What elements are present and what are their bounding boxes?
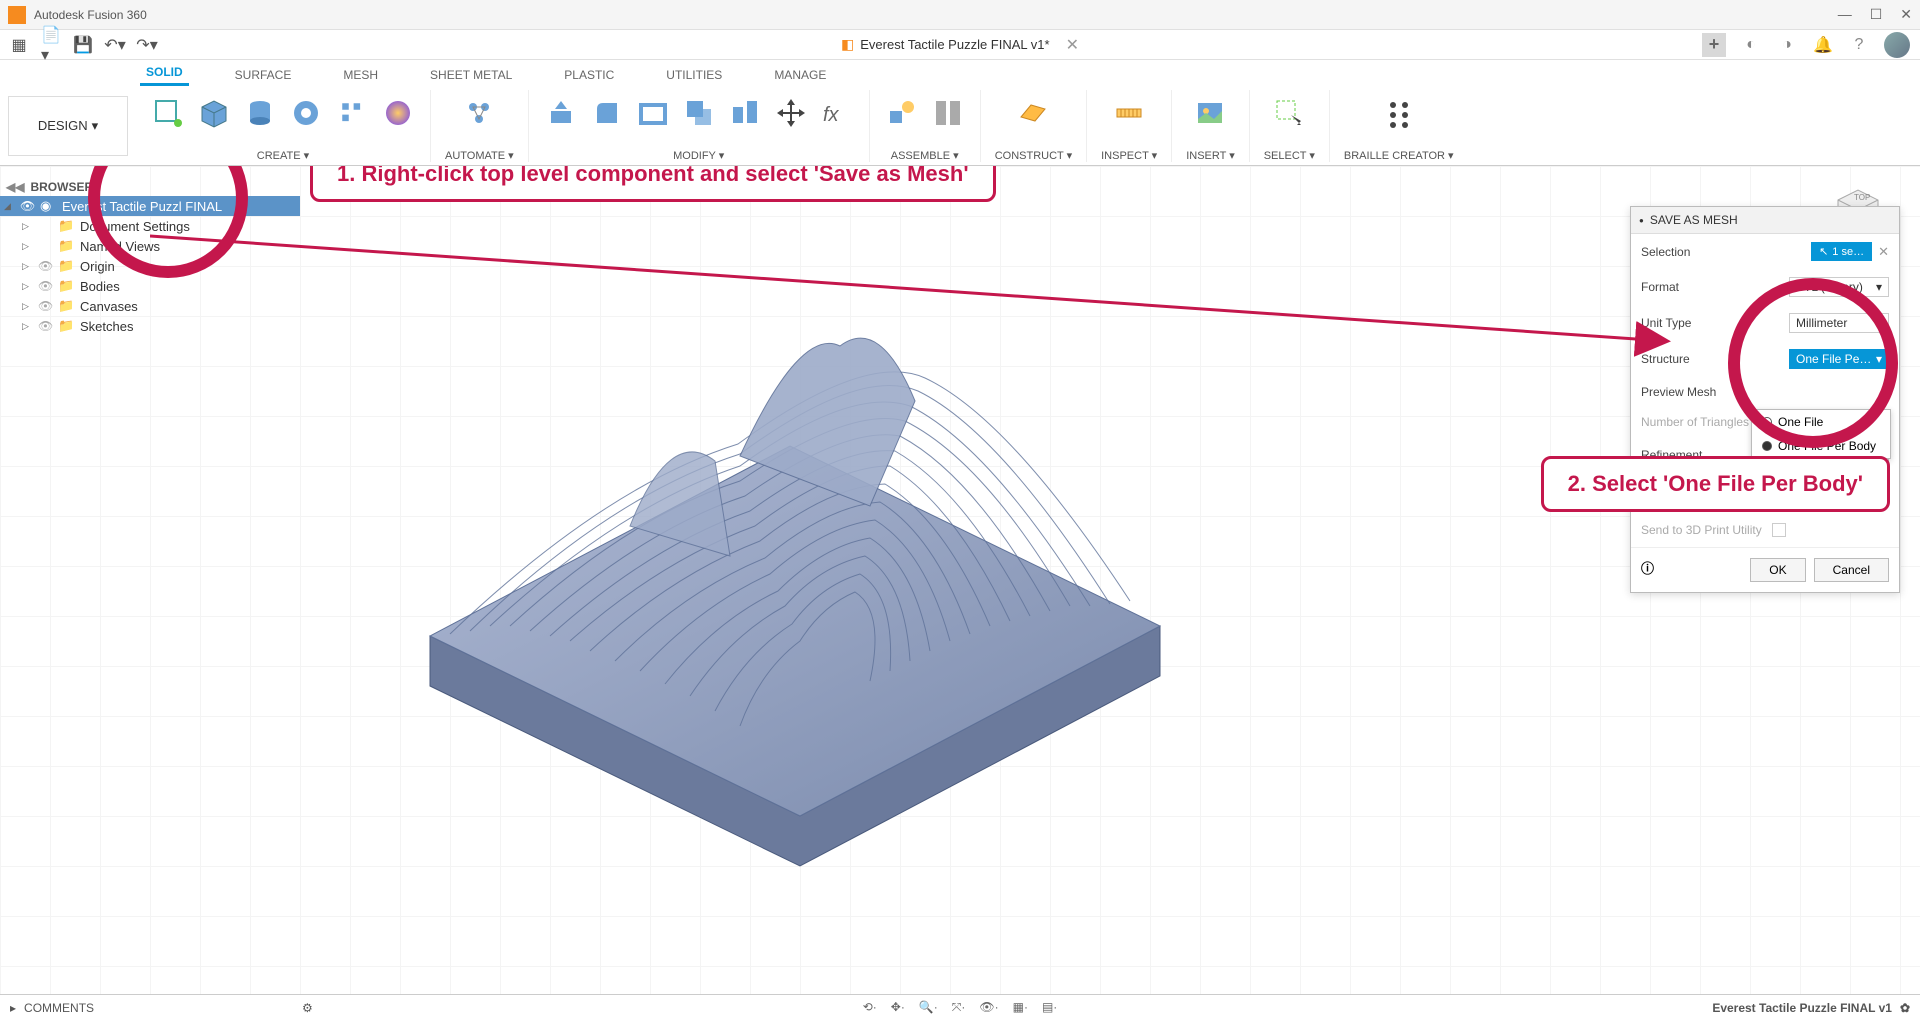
app-title: Autodesk Fusion 360 [34, 8, 147, 22]
cancel-button[interactable]: Cancel [1814, 558, 1889, 582]
workspace-label: DESIGN [38, 118, 88, 133]
file-icon[interactable]: 📄▾ [42, 36, 60, 54]
ok-button[interactable]: OK [1750, 558, 1805, 582]
assemble-group-label: ASSEMBLE ▾ [891, 149, 959, 162]
selection-chip[interactable]: ↖ 1 se… [1811, 242, 1872, 261]
orbit-icon[interactable]: ⟲· [863, 1000, 877, 1015]
cylinder-icon[interactable] [242, 95, 278, 131]
measure-icon[interactable] [1111, 95, 1147, 131]
display-icon[interactable]: ▦· [1013, 1000, 1028, 1015]
pan-icon[interactable]: ✥· [891, 1000, 905, 1015]
ribbon: DESIGN▾ CREATE ▾ AUTOMATE ▾ fx MODIFY ▾ [0, 86, 1920, 166]
joint-icon[interactable] [930, 95, 966, 131]
notifications-icon[interactable]: 🔔 [1812, 34, 1834, 56]
assemble-icon[interactable] [884, 95, 920, 131]
automate-icon[interactable] [461, 95, 497, 131]
sketch-icon[interactable] [150, 95, 186, 131]
redo-icon[interactable]: ↷▾ [138, 36, 156, 54]
bottom-bar: ▸ COMMENTS ⚙ ⟲· ✥· 🔍· ⤧· 👁· ▦· ▤· Everes… [0, 994, 1920, 1020]
sphere-icon[interactable] [380, 95, 416, 131]
tab-plastic[interactable]: PLASTIC [558, 64, 620, 86]
comments-label[interactable]: COMMENTS [24, 1001, 94, 1015]
clear-selection-icon[interactable]: ✕ [1878, 244, 1889, 260]
look-icon[interactable]: 👁· [979, 1000, 998, 1015]
extensions-icon[interactable]: ◐ [1740, 34, 1762, 56]
tab-solid[interactable]: SOLID [140, 61, 189, 86]
canvas[interactable]: ◀◀BROWSER ◢👁◉ Everest Tactile Puzzl FINA… [0, 166, 1920, 994]
save-icon[interactable]: 💾 [74, 36, 92, 54]
undo-icon[interactable]: ↶▾ [106, 36, 124, 54]
tab-manage[interactable]: MANAGE [768, 64, 832, 86]
document-tab[interactable]: ◧ Everest Tactile Puzzle FINAL v1* ✕ [841, 35, 1079, 55]
automate-group-label: AUTOMATE ▾ [445, 149, 514, 162]
tab-sheet-metal[interactable]: SHEET METAL [424, 64, 518, 86]
bottom-doc-label: Everest Tactile Puzzle FINAL v1 [1712, 1001, 1892, 1015]
move-icon[interactable] [773, 95, 809, 131]
braille-icon[interactable] [1381, 95, 1417, 131]
inspect-group-label: INSPECT ▾ [1101, 149, 1157, 162]
close-icon[interactable]: ✕ [1900, 6, 1912, 23]
document-tab-label: Everest Tactile Puzzle FINAL v1* [860, 37, 1049, 52]
workspace-picker[interactable]: DESIGN▾ [8, 96, 128, 156]
annotation-2: 2. Select 'One File Per Body' [1541, 456, 1890, 512]
select-group-label: SELECT ▾ [1264, 149, 1315, 162]
send-to-print-label: Send to 3D Print Utility [1641, 523, 1762, 537]
fillet-icon[interactable] [589, 95, 625, 131]
send-to-print-checkbox[interactable] [1772, 523, 1786, 537]
hole-icon[interactable] [288, 95, 324, 131]
insert-icon[interactable] [1192, 95, 1228, 131]
tab-mesh[interactable]: MESH [337, 64, 384, 86]
braille-group-label: BRAILLE CREATOR ▾ [1344, 149, 1454, 162]
presspull-icon[interactable] [543, 95, 579, 131]
info-icon[interactable]: ⓘ [1641, 558, 1654, 582]
annotation-1: 1. Right-click top level component and s… [310, 166, 996, 202]
insert-group-label: INSERT ▾ [1186, 149, 1235, 162]
browser-title: BROWSER [30, 180, 93, 194]
nav-toolbar: ⟲· ✥· 🔍· ⤧· 👁· ▦· ▤· [863, 1000, 1058, 1015]
collapse-icon[interactable]: ◀◀ [6, 180, 24, 194]
annotation-circle-2 [1728, 278, 1898, 448]
cube-icon: ◧ [841, 36, 854, 53]
ribbon-tabs: SOLID SURFACE MESH SHEET METAL PLASTIC U… [0, 60, 1920, 86]
svg-text:fx: fx [823, 104, 840, 126]
titlebar: Autodesk Fusion 360 — ☐ ✕ [0, 0, 1920, 30]
pattern-icon[interactable] [334, 95, 370, 131]
settings-gear-icon[interactable]: ✿ [1900, 1001, 1910, 1015]
grid-display-icon[interactable]: ▤· [1042, 1000, 1057, 1015]
align-icon[interactable] [727, 95, 763, 131]
avatar[interactable] [1884, 32, 1910, 58]
annotation-arrow [150, 226, 1680, 406]
app-logo [8, 6, 26, 24]
quick-access-bar: ▦ 📄▾ 💾 ↶▾ ↷▾ ◧ Everest Tactile Puzzle FI… [0, 30, 1920, 60]
tab-close-icon[interactable]: ✕ [1066, 35, 1079, 55]
tab-surface[interactable]: SURFACE [229, 64, 298, 86]
plane-icon[interactable] [1015, 95, 1051, 131]
box-icon[interactable] [196, 95, 232, 131]
fx-icon[interactable]: fx [819, 95, 855, 131]
svg-text:TOP: TOP [1854, 193, 1870, 202]
fit-icon[interactable]: ⤧· [952, 1000, 966, 1015]
zoom-icon[interactable]: 🔍· [919, 1000, 938, 1015]
modify-group-label: MODIFY ▾ [673, 149, 724, 162]
create-group-label: CREATE ▾ [257, 149, 309, 162]
grid-icon[interactable]: ▦ [10, 36, 28, 54]
shell-icon[interactable] [635, 95, 671, 131]
job-status-icon[interactable]: ◑ [1776, 34, 1798, 56]
comments-expand-icon[interactable]: ▸ [10, 1001, 16, 1015]
combine-icon[interactable] [681, 95, 717, 131]
minimize-icon[interactable]: — [1838, 6, 1852, 23]
new-tab-button[interactable]: + [1702, 33, 1726, 57]
panel-title: SAVE AS MESH [1650, 213, 1738, 227]
tab-utilities[interactable]: UTILITIES [660, 64, 728, 86]
help-icon[interactable]: ? [1848, 34, 1870, 56]
comments-gear-icon[interactable]: ⚙ [302, 1001, 313, 1015]
construct-group-label: CONSTRUCT ▾ [995, 149, 1072, 162]
maximize-icon[interactable]: ☐ [1870, 6, 1883, 23]
select-icon[interactable] [1271, 95, 1307, 131]
